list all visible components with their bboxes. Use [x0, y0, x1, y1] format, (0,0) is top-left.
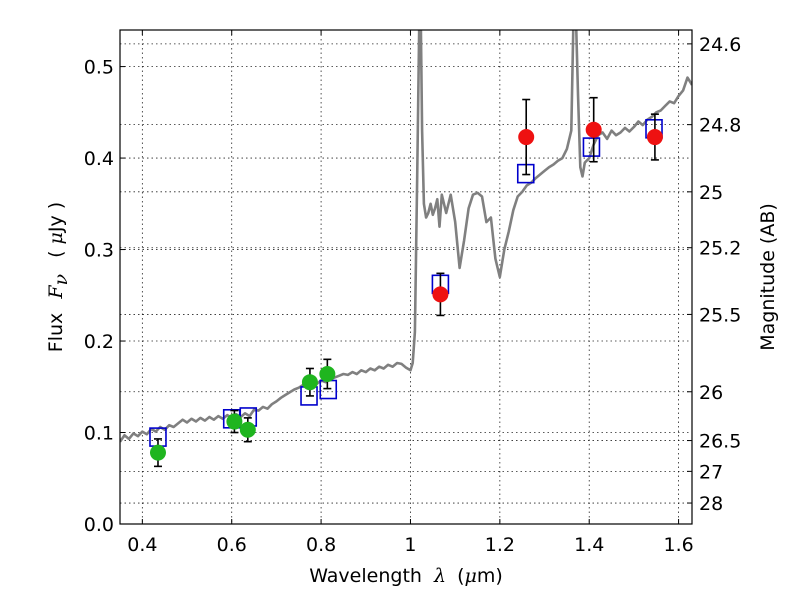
x-tick-label: 0.8	[306, 534, 336, 556]
y-axis-unit-rest: Jy	[45, 215, 67, 233]
right-tick-label: 26.5	[699, 431, 741, 453]
y-tick-label: 0.3	[84, 240, 114, 262]
y-tick-label: 0.5	[84, 57, 114, 79]
plot-frame	[119, 29, 693, 525]
y-tick-label: 0.2	[84, 331, 114, 353]
y-axis-symbol: F	[45, 285, 67, 300]
y-axis-subscript: ν	[50, 273, 72, 285]
y-axis-unit-mu: μ	[45, 232, 67, 244]
y-tick-label: 0.0	[84, 514, 114, 536]
model-box-series	[149, 119, 663, 447]
y-axis-title-text: Flux	[45, 313, 67, 353]
tick-labels: 0.4 0.6 0.8 1 1.2 1.4 1.6 0.0 0.1 0.2 0.3 0.4 0.5 24.…	[84, 34, 742, 556]
axis-ticks	[120, 30, 692, 525]
data-point-series	[149, 121, 663, 461]
x-tick-label: 1.4	[574, 534, 604, 556]
right-tick-label: 27	[699, 461, 723, 483]
y-axis-title: Flux Fν ( μJy)	[45, 202, 72, 352]
right-tick-label: 25.5	[699, 304, 741, 326]
x-axis-title-text: Wavelength	[309, 565, 422, 587]
nir-data-point	[518, 129, 535, 146]
right-tick-label: 26	[699, 382, 723, 404]
model-box	[582, 137, 601, 157]
right-axis-title: Magnitude (AB)	[757, 203, 779, 351]
x-tick-label: 0.4	[127, 534, 157, 556]
x-tick-label: 1	[404, 534, 416, 556]
y-tick-label: 0.4	[84, 148, 114, 170]
x-tick-label: 1.2	[485, 534, 515, 556]
right-tick-label: 24.8	[699, 115, 741, 137]
optical-data-point	[319, 365, 336, 382]
x-axis-unit-rest: m)	[477, 565, 503, 587]
right-tick-label: 28	[699, 493, 723, 515]
x-axis-symbol: λ	[433, 565, 446, 587]
nir-data-point	[432, 286, 449, 303]
optical-data-point	[149, 444, 166, 461]
right-tick-label: 24.6	[699, 34, 741, 56]
y-tick-label: 0.1	[84, 423, 114, 445]
model-box	[319, 379, 338, 400]
right-tick-label: 25	[699, 182, 723, 204]
grid-lines	[120, 30, 692, 525]
x-axis-unit-open: (	[457, 565, 464, 587]
x-tick-label: 0.6	[217, 534, 247, 556]
nir-data-point	[646, 129, 663, 146]
spectrum-series	[120, 30, 692, 443]
optical-data-point	[301, 374, 318, 391]
x-axis-title: Wavelength λ (μm)	[309, 565, 503, 587]
optical-data-point	[226, 413, 243, 430]
x-axis-unit-mu: μ	[465, 565, 477, 587]
x-tick-label: 1.6	[663, 534, 693, 556]
spectrum-line	[120, 30, 692, 443]
optical-data-point	[239, 421, 256, 438]
nir-data-point	[585, 121, 602, 138]
y-axis-unit-close: )	[45, 202, 67, 209]
right-tick-label: 25.2	[699, 238, 741, 260]
y-axis-unit-open: (	[45, 250, 67, 257]
